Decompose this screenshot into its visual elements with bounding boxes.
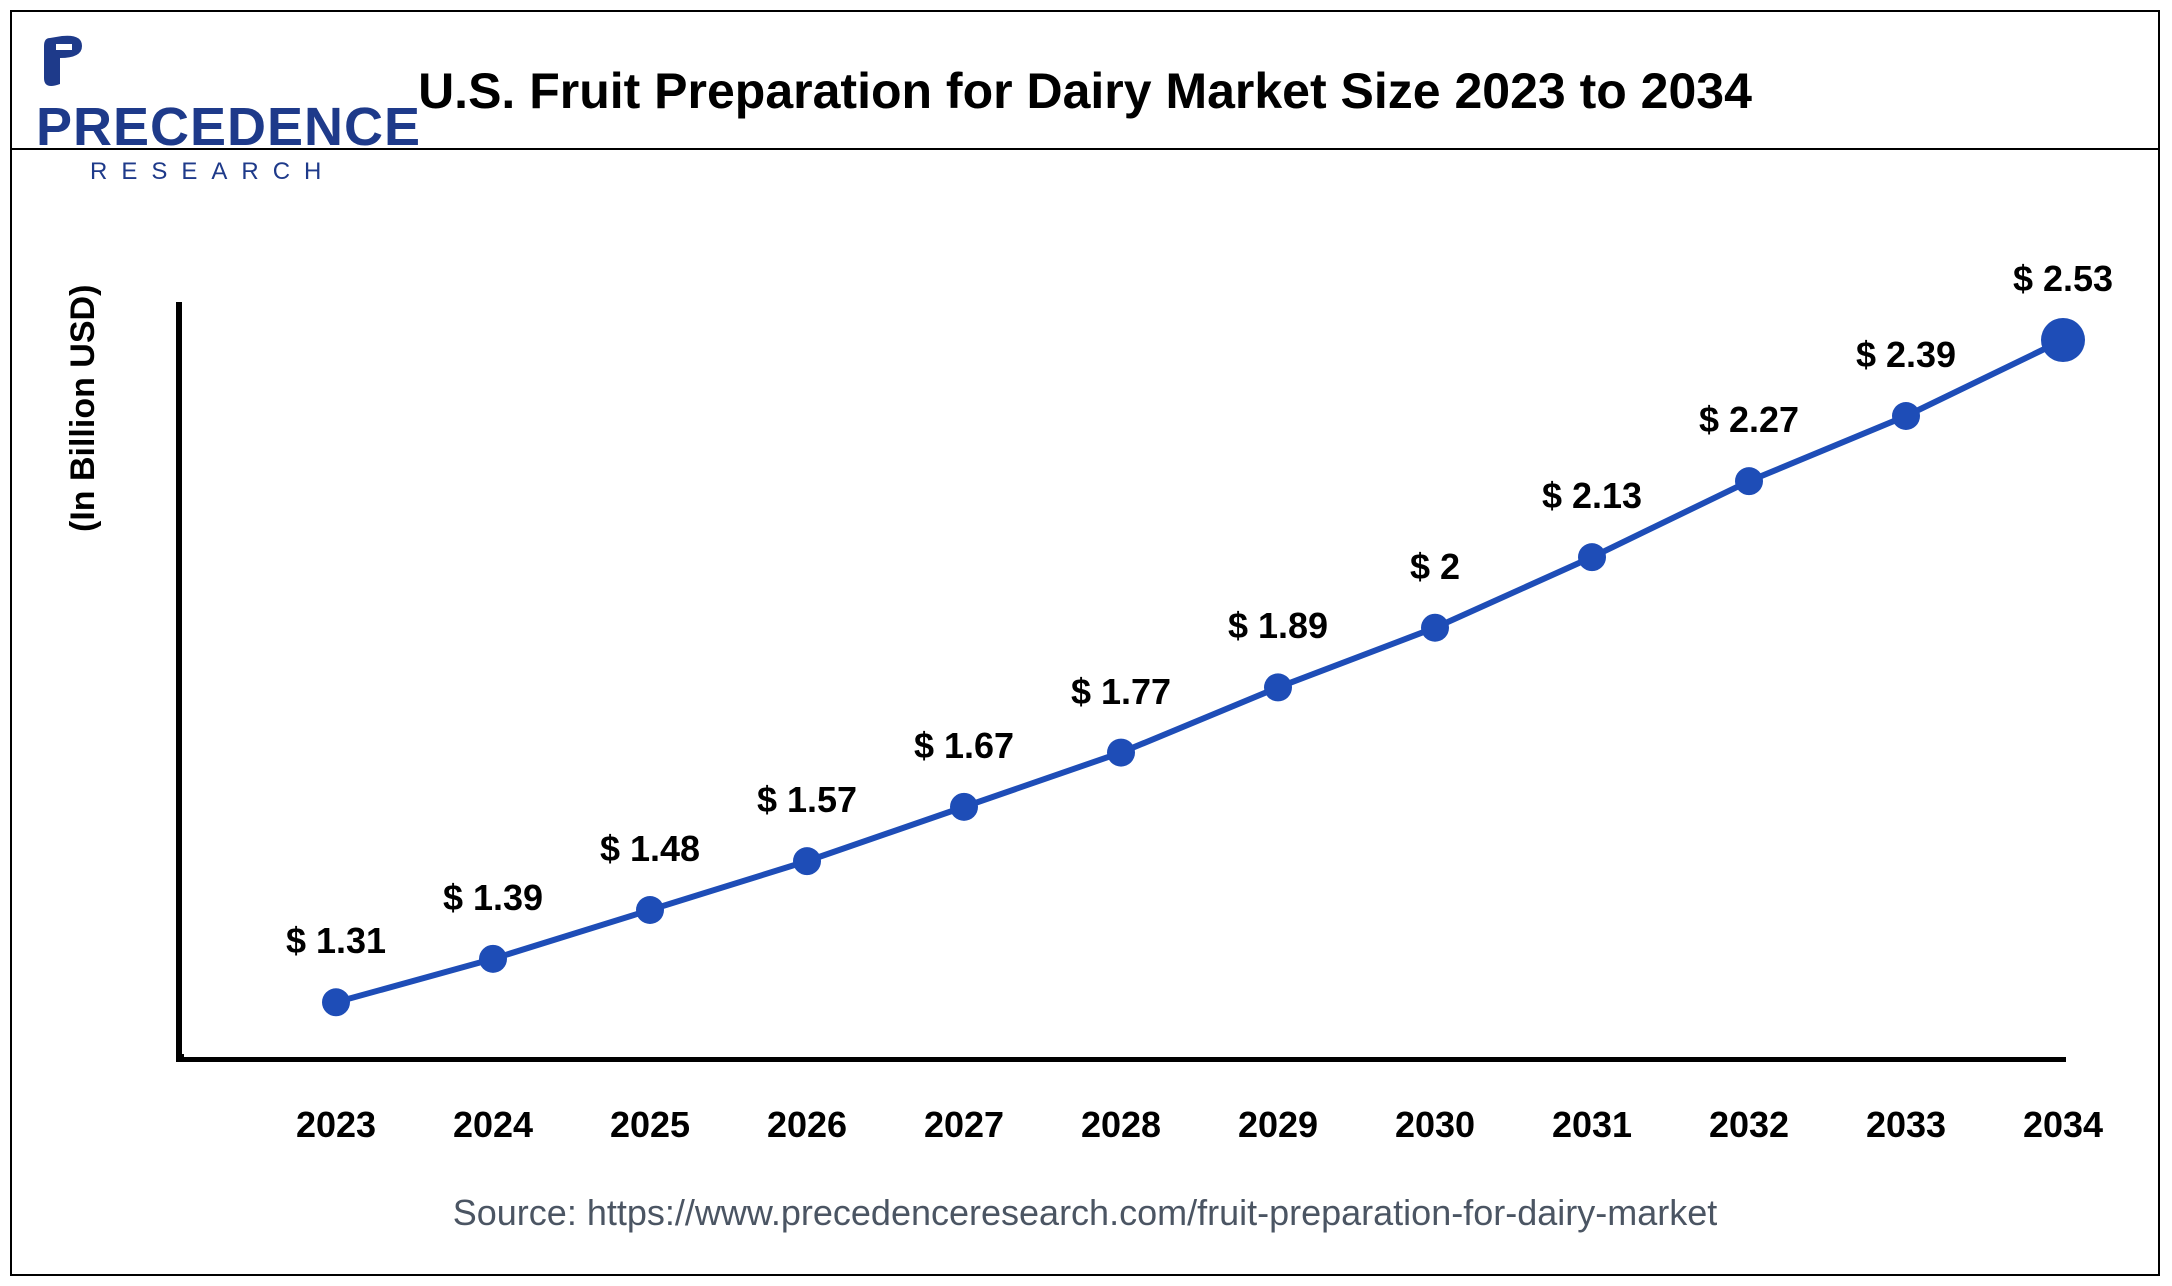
data-marker [322,988,350,1016]
logo-sub-text: RESEARCH [90,158,402,186]
x-tick-label: 2024 [453,1104,533,1146]
data-label: $ 2.53 [2013,258,2113,300]
data-marker [1264,673,1292,701]
data-marker [1892,402,1920,430]
data-marker [1107,739,1135,767]
x-tick-label: 2034 [2023,1104,2103,1146]
x-tick-label: 2025 [610,1104,690,1146]
header-bar: PRECEDENCE RESEARCH U.S. Fruit Preparati… [12,12,2158,150]
data-label: $ 1.67 [914,725,1014,767]
data-label: $ 1.48 [600,828,700,870]
data-marker [950,793,978,821]
data-marker [2041,318,2085,362]
x-tick-label: 2023 [296,1104,376,1146]
y-axis-label: (In Billion USD) [64,285,103,532]
x-tick-label: 2027 [924,1104,1004,1146]
data-label: $ 1.89 [1228,605,1328,647]
chart-title: U.S. Fruit Preparation for Dairy Market … [12,62,2158,120]
chart-frame: PRECEDENCE RESEARCH U.S. Fruit Preparati… [10,10,2160,1276]
data-marker [479,945,507,973]
x-tick-label: 2028 [1081,1104,1161,1146]
data-label: $ 1.31 [286,920,386,962]
data-label: $ 2.39 [1856,334,1956,376]
data-marker [793,847,821,875]
source-text: Source: https://www.precedenceresearch.c… [12,1192,2158,1234]
x-tick-label: 2026 [767,1104,847,1146]
x-tick-label: 2033 [1866,1104,1946,1146]
plot-area: $ 1.31 $ 1.39 $ 1.48 $ 1.57 $ 1.67 $ 1.77 $ 1.… [176,302,2066,1062]
x-tick-label: 2031 [1552,1104,1632,1146]
data-label: $ 1.57 [757,779,857,821]
data-marker [1421,614,1449,642]
x-tick-label: 2032 [1709,1104,1789,1146]
data-label: $ 1.77 [1071,671,1171,713]
x-tick-label: 2030 [1395,1104,1475,1146]
data-marker [636,896,664,924]
trend-line [336,340,2063,1002]
data-label: $ 2 [1410,546,1460,588]
data-label: $ 1.39 [443,877,543,919]
x-tick-label: 2029 [1238,1104,1318,1146]
data-label: $ 2.27 [1699,399,1799,441]
data-marker [1578,543,1606,571]
data-marker [1735,467,1763,495]
data-label: $ 2.13 [1542,475,1642,517]
